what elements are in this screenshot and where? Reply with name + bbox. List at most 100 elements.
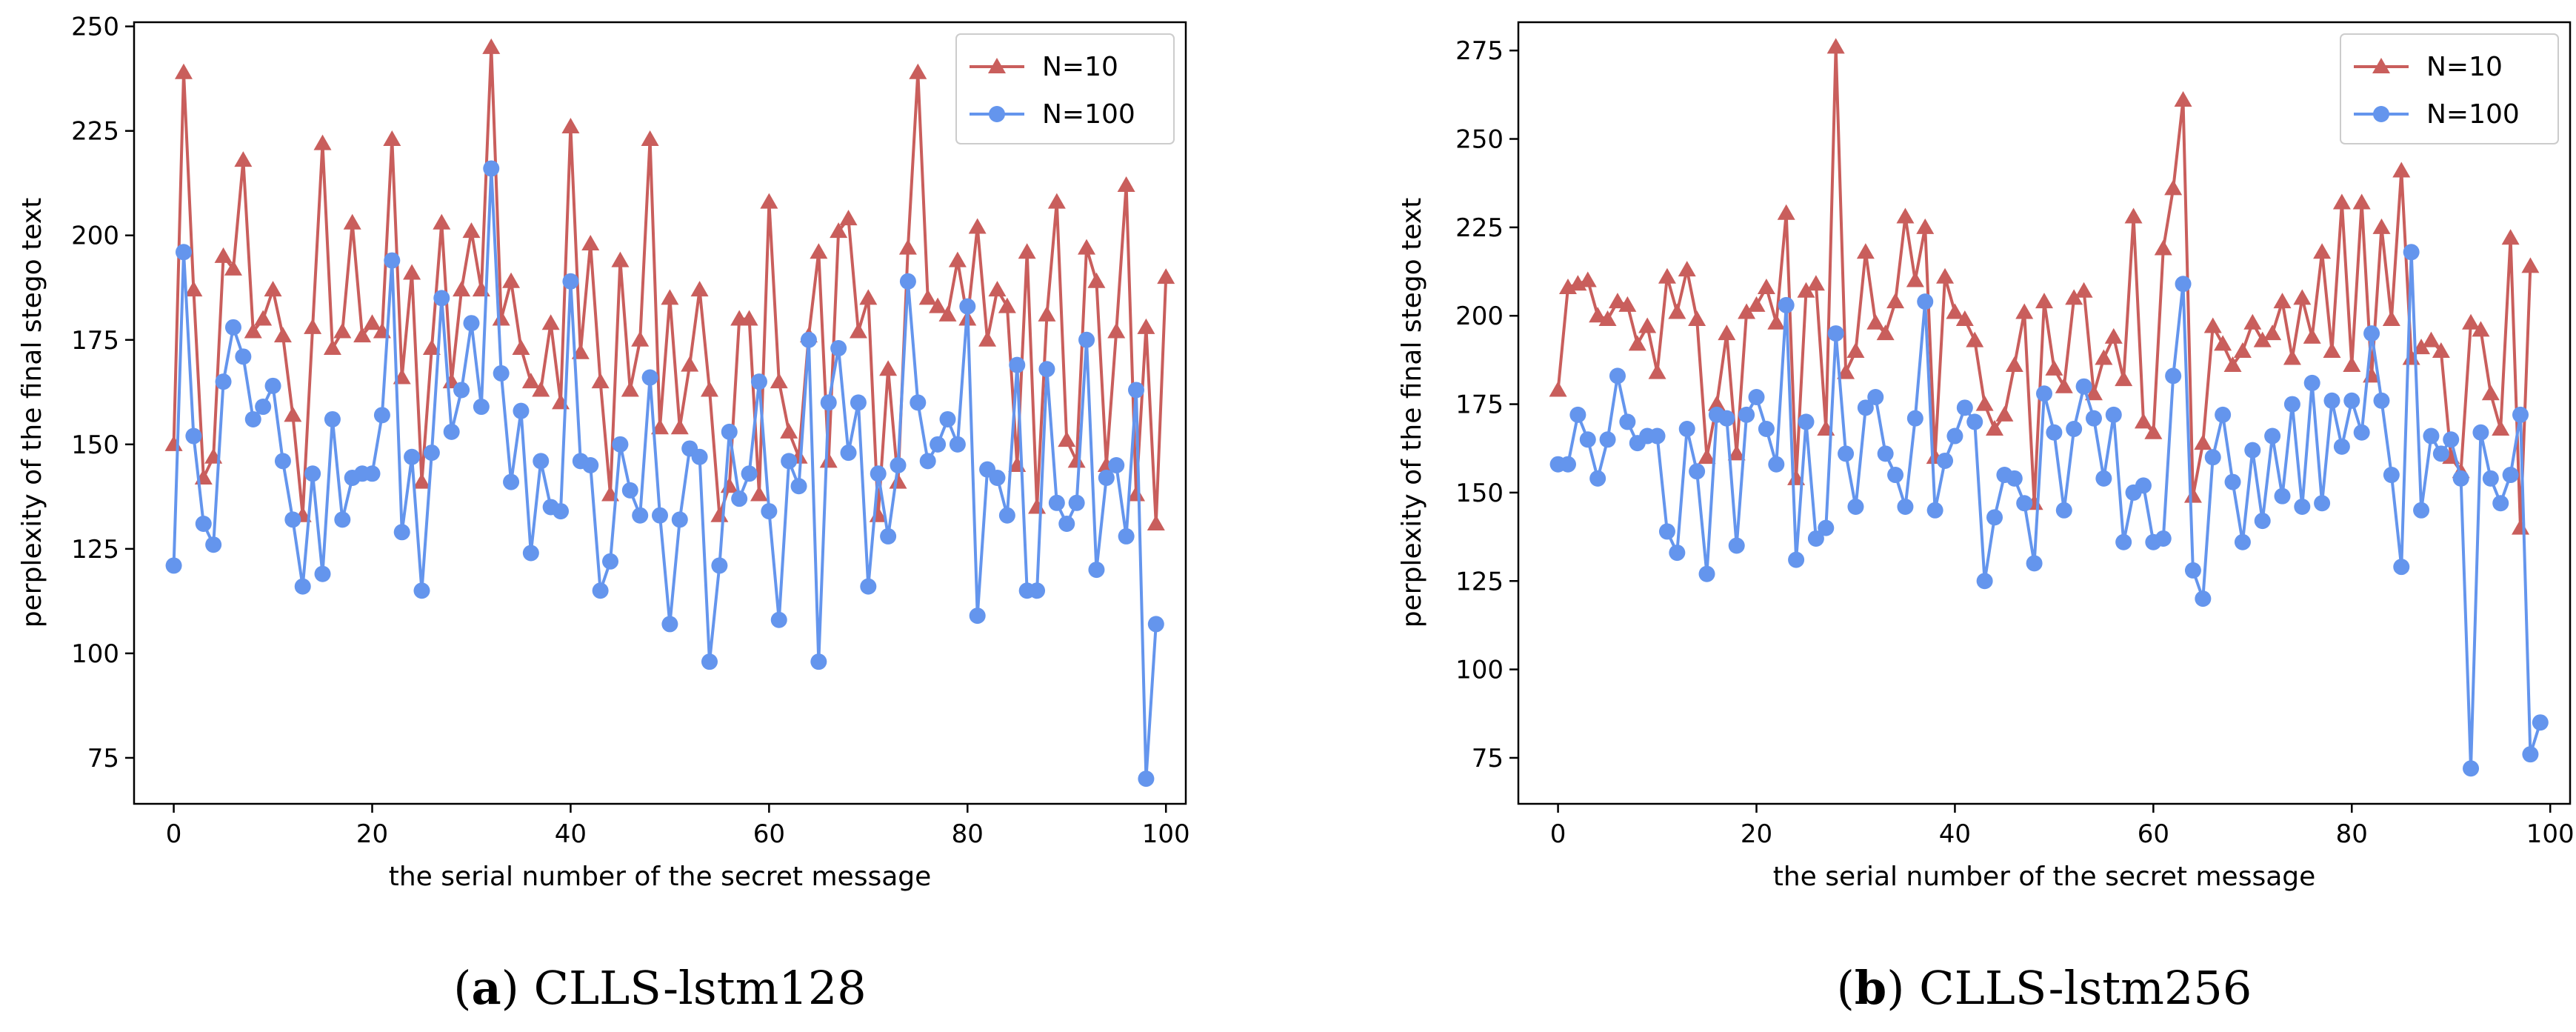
data-point-triangle bbox=[2323, 342, 2341, 358]
data-point-circle bbox=[2244, 442, 2261, 459]
data-point-triangle bbox=[1117, 176, 1135, 193]
data-point-circle bbox=[1658, 523, 1675, 540]
data-point-circle bbox=[205, 536, 222, 553]
data-point-circle bbox=[761, 503, 778, 520]
data-point-circle bbox=[413, 582, 430, 599]
data-point-triangle bbox=[1797, 282, 1815, 298]
data-point-circle bbox=[711, 557, 728, 574]
data-point-triangle bbox=[1067, 452, 1086, 468]
data-point-circle bbox=[314, 565, 331, 582]
data-point-triangle bbox=[700, 381, 718, 397]
data-point-triangle bbox=[1648, 363, 1666, 379]
data-point-circle bbox=[1108, 457, 1125, 474]
data-point-triangle bbox=[1047, 193, 1066, 209]
data-point-circle bbox=[2075, 378, 2092, 395]
panel-b-x-axis-label: the serial number of the secret message bbox=[1773, 862, 2316, 892]
data-point-triangle bbox=[343, 213, 361, 230]
data-point-circle bbox=[2195, 590, 2212, 607]
panel-b-y-tick-label: 250 bbox=[1455, 125, 1504, 155]
data-point-circle bbox=[2264, 427, 2281, 445]
data-point-circle bbox=[553, 503, 570, 520]
legend-item-n10: N=10 bbox=[2354, 52, 2503, 82]
data-point-circle bbox=[1926, 502, 1943, 519]
panel-b-y-tick-label: 100 bbox=[1455, 656, 1504, 685]
panel-b-x-tick-label: 100 bbox=[2526, 819, 2575, 849]
data-point-circle bbox=[2016, 495, 2033, 512]
data-point-triangle bbox=[2243, 313, 2262, 330]
data-point-circle bbox=[930, 436, 947, 453]
data-point-circle bbox=[1599, 431, 1616, 448]
data-point-circle bbox=[2204, 449, 2221, 466]
data-point-triangle bbox=[502, 272, 521, 288]
panel-a-y-tick-label: 100 bbox=[71, 639, 119, 669]
data-point-circle bbox=[2184, 562, 2201, 579]
data-point-circle bbox=[2522, 746, 2539, 763]
panel-a-y-tick-label: 200 bbox=[71, 222, 119, 251]
data-point-circle bbox=[2343, 392, 2360, 409]
data-point-triangle bbox=[1986, 419, 2004, 436]
data-point-triangle bbox=[1658, 267, 1676, 284]
data-point-triangle bbox=[492, 310, 510, 326]
data-point-circle bbox=[1029, 582, 1046, 599]
data-point-triangle bbox=[1618, 296, 1637, 312]
data-point-triangle bbox=[1678, 261, 1696, 277]
data-point-triangle bbox=[909, 63, 927, 79]
data-point-circle bbox=[284, 511, 301, 528]
data-point-circle bbox=[1827, 325, 1844, 342]
data-point-circle bbox=[1917, 293, 1934, 310]
legend-label: N=100 bbox=[1042, 99, 1135, 130]
panel-a-x-tick-label: 60 bbox=[753, 819, 785, 849]
data-point-triangle bbox=[770, 373, 788, 389]
data-point-triangle bbox=[413, 473, 431, 489]
data-point-triangle bbox=[224, 259, 242, 276]
panel-b-caption-letter: b bbox=[1855, 961, 1886, 1015]
panel-a-y-tick-label: 150 bbox=[71, 430, 119, 460]
data-point-triangle bbox=[2332, 193, 2351, 210]
panel-a-x-tick-label: 80 bbox=[952, 819, 984, 849]
data-point-triangle bbox=[2263, 324, 2282, 341]
data-point-circle bbox=[781, 453, 798, 470]
data-point-triangle bbox=[2313, 243, 2332, 259]
panel-b-x-tick-label: 60 bbox=[2138, 819, 2169, 849]
data-point-circle bbox=[2175, 276, 2192, 293]
data-point-circle bbox=[244, 410, 261, 427]
data-point-circle bbox=[2036, 385, 2052, 402]
data-point-circle bbox=[2055, 502, 2072, 519]
data-point-triangle bbox=[532, 381, 550, 397]
panel-a-y-tick-label: 75 bbox=[87, 744, 119, 773]
panel-a-x-tick-label: 20 bbox=[356, 819, 388, 849]
data-point-triangle bbox=[561, 118, 580, 134]
data-point-circle bbox=[1956, 399, 1973, 416]
data-point-circle bbox=[890, 457, 907, 474]
data-point-circle bbox=[503, 473, 520, 490]
data-point-triangle bbox=[1757, 279, 1775, 295]
data-point-circle bbox=[1718, 410, 1735, 427]
data-point-triangle bbox=[2392, 162, 2411, 178]
data-point-triangle bbox=[1936, 267, 1955, 284]
data-point-triangle bbox=[403, 264, 421, 280]
data-point-triangle bbox=[2273, 293, 2292, 309]
data-point-triangle bbox=[1738, 303, 1756, 319]
panel-b-y-tick-label: 75 bbox=[1472, 744, 1504, 773]
data-point-circle bbox=[2413, 502, 2430, 519]
data-point-triangle bbox=[234, 151, 253, 167]
data-point-circle bbox=[215, 373, 232, 390]
data-point-triangle bbox=[2501, 229, 2520, 245]
data-point-triangle bbox=[760, 193, 778, 209]
data-point-circle bbox=[2432, 445, 2449, 462]
data-point-triangle bbox=[2015, 303, 2034, 319]
data-point-triangle bbox=[948, 251, 967, 267]
panel-a-series bbox=[164, 38, 1175, 788]
data-point-triangle bbox=[433, 213, 451, 230]
data-point-circle bbox=[1669, 545, 1686, 562]
panel-b-x-tick-label: 20 bbox=[1741, 819, 1772, 849]
data-point-circle bbox=[1649, 427, 1666, 445]
data-point-triangle bbox=[2481, 384, 2500, 401]
panel-b-ticks: 0 20 40 60 80 100 75 100 125 150 175 200 225 250 275 bbox=[1455, 36, 2575, 849]
data-point-triangle bbox=[353, 327, 372, 343]
data-point-circle bbox=[652, 507, 668, 524]
legend-label: N=100 bbox=[2426, 99, 2520, 130]
data-point-circle bbox=[1128, 382, 1145, 399]
data-point-circle bbox=[1857, 399, 1874, 416]
